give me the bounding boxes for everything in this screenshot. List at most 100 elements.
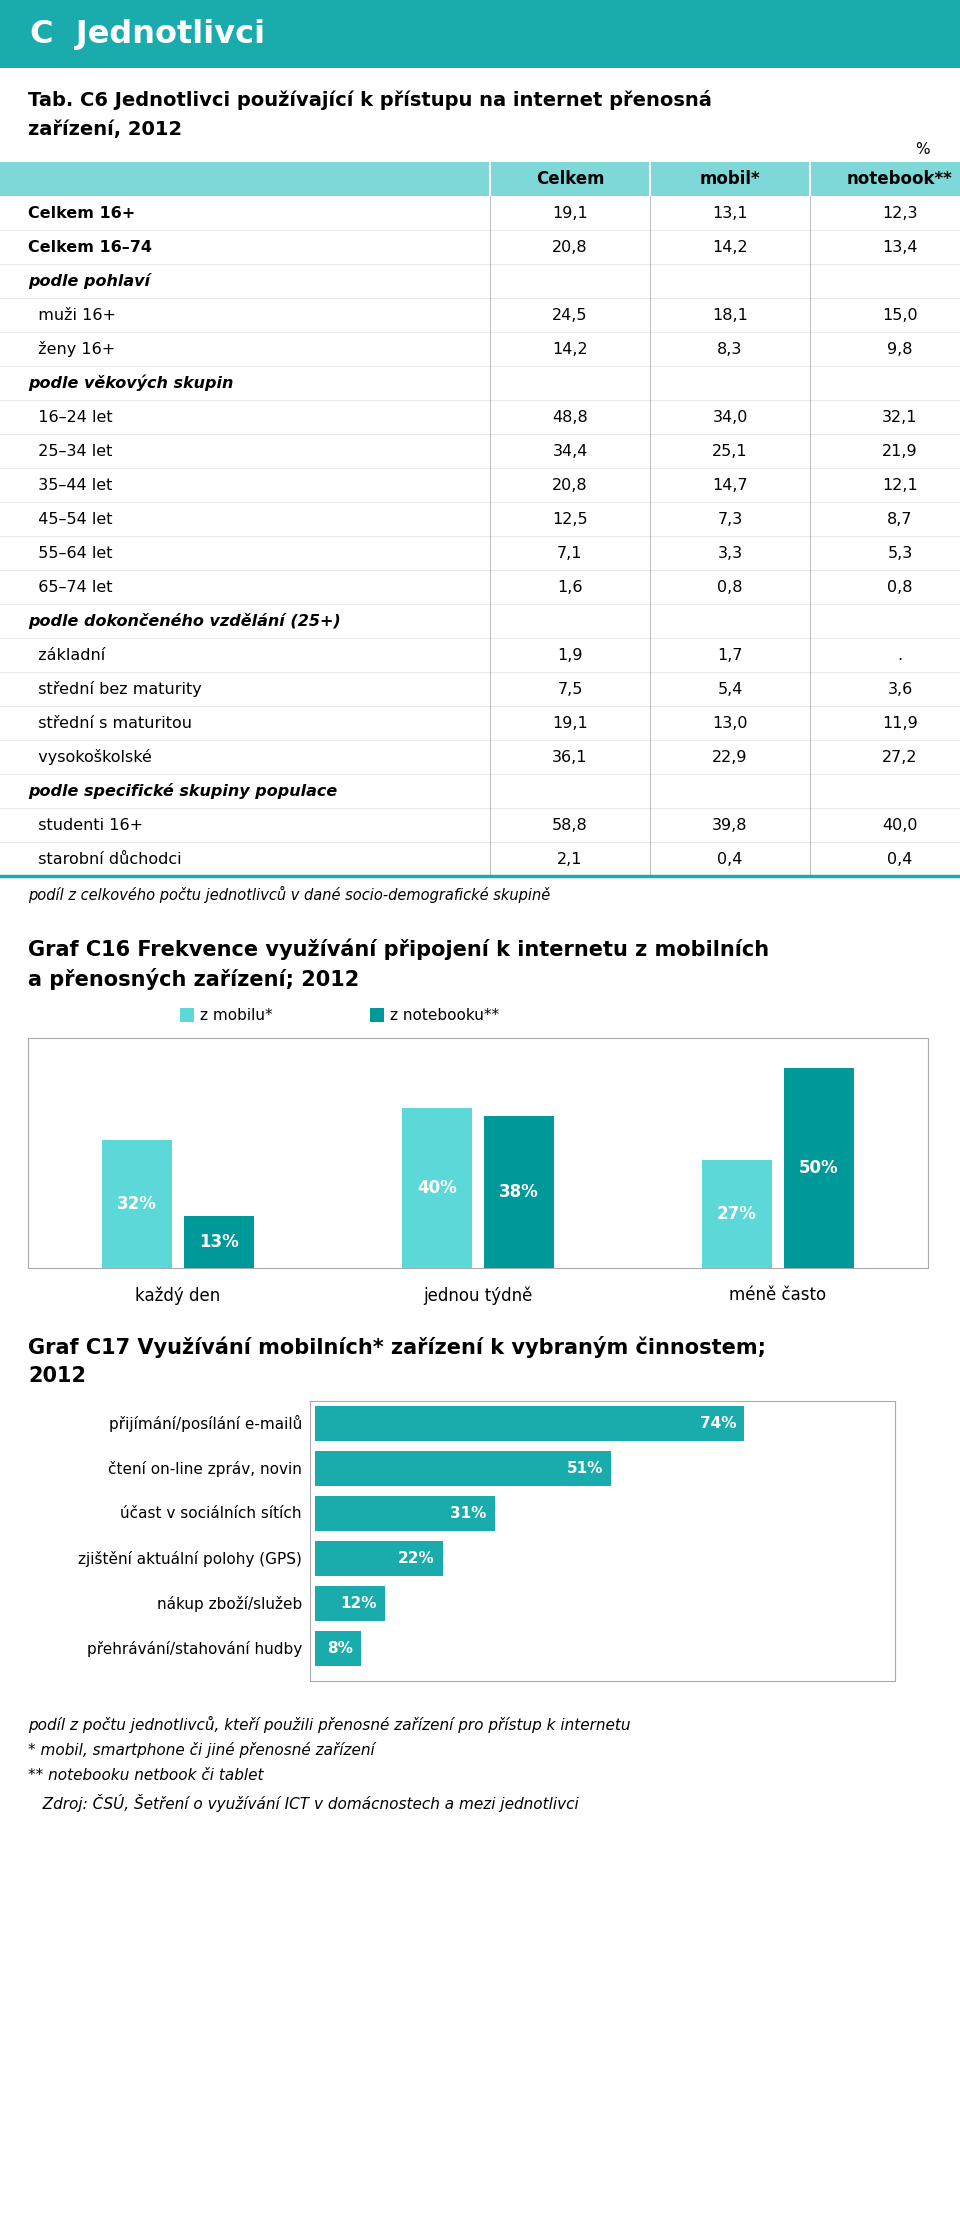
Bar [0,808,960,842]
Text: 5,4: 5,4 [717,682,743,696]
Bar [315,1586,385,1621]
Text: 34,0: 34,0 [712,410,748,425]
Text: starobní důchodci: starobní důchodci [28,851,181,866]
Text: 40%: 40% [418,1178,457,1196]
Text: 48,8: 48,8 [552,410,588,425]
Bar [402,1108,472,1267]
Text: a přenosných zařízení; 2012: a přenosných zařízení; 2012 [28,968,359,990]
Text: 32%: 32% [117,1196,156,1214]
Text: 0,8: 0,8 [887,580,913,594]
Bar [0,569,960,605]
Bar [310,1402,895,1681]
Bar [0,605,960,638]
Text: 40,0: 40,0 [882,817,918,833]
Bar [0,707,960,740]
Bar [102,1141,172,1267]
Bar [0,264,960,299]
Text: 12,5: 12,5 [552,512,588,527]
Bar [0,332,960,365]
Text: 11,9: 11,9 [882,715,918,731]
Bar [0,162,960,195]
Text: méně často: méně často [730,1287,827,1305]
Text: 13,0: 13,0 [712,715,748,731]
Text: 45–54 let: 45–54 let [28,512,112,527]
Bar [0,638,960,671]
Text: 27%: 27% [717,1205,756,1223]
Text: každý den: každý den [135,1287,221,1305]
Text: C  Jednotlivci: C Jednotlivci [30,18,265,49]
Text: 50%: 50% [799,1158,839,1176]
Text: 12,1: 12,1 [882,478,918,492]
Text: 7,3: 7,3 [717,512,743,527]
Text: 38%: 38% [499,1183,539,1201]
Text: nákup zboží/služeb: nákup zboží/služeb [156,1595,302,1613]
Text: 14,2: 14,2 [712,239,748,255]
Text: účast v sociálních sítích: účast v sociálních sítích [121,1506,302,1522]
Text: mobil*: mobil* [700,171,760,188]
Text: 27,2: 27,2 [882,749,918,764]
Text: * mobil, smartphone či jiné přenosné zařízení: * mobil, smartphone či jiné přenosné zař… [28,1741,374,1759]
Text: 7,1: 7,1 [557,545,583,560]
Text: podle pohlaví: podle pohlaví [28,272,150,288]
Bar [184,1216,254,1267]
Bar [28,1039,928,1267]
Text: 31%: 31% [450,1506,487,1522]
Text: podle specifické skupiny populace: podle specifické skupiny populace [28,782,337,800]
Text: zjištění aktuální polohy (GPS): zjištění aktuální polohy (GPS) [78,1550,302,1566]
Text: 2012: 2012 [28,1367,86,1387]
Text: podle věkových skupin: podle věkových skupin [28,374,233,392]
Text: Graf C17 Využívání mobilních* zařízení k vybraným činnostem;: Graf C17 Využívání mobilních* zařízení k… [28,1336,766,1358]
Bar [315,1630,361,1666]
Bar [784,1068,854,1267]
Bar [0,299,960,332]
Text: 8%: 8% [327,1641,353,1657]
Text: podle dokončeného vzdělání (25+): podle dokončeného vzdělání (25+) [28,614,341,629]
Text: 9,8: 9,8 [887,341,913,357]
Text: Celkem 16+: Celkem 16+ [28,206,135,222]
Text: z mobilu*: z mobilu* [200,1008,273,1023]
Bar [0,773,960,808]
Text: 13,4: 13,4 [882,239,918,255]
Text: 21,9: 21,9 [882,443,918,459]
Bar [0,671,960,707]
Text: z notebooku**: z notebooku** [390,1008,499,1023]
Text: 19,1: 19,1 [552,206,588,222]
Text: 19,1: 19,1 [552,715,588,731]
Text: podíl z celkového počtu jednotlivců v dané socio-demografické skupině: podíl z celkového počtu jednotlivců v da… [28,886,550,904]
Text: ženy 16+: ženy 16+ [28,341,115,357]
Text: 39,8: 39,8 [712,817,748,833]
Text: 55–64 let: 55–64 let [28,545,112,560]
Text: 25,1: 25,1 [712,443,748,459]
Text: vysokoškolské: vysokoškolské [28,749,152,764]
Bar [0,503,960,536]
Text: střední bez maturity: střední bez maturity [28,680,202,698]
Text: 18,1: 18,1 [712,308,748,323]
Bar [315,1495,494,1531]
Bar [370,1008,384,1021]
Text: 8,3: 8,3 [717,341,743,357]
Text: 1,7: 1,7 [717,647,743,662]
Text: 14,7: 14,7 [712,478,748,492]
Bar [0,401,960,434]
Bar [0,0,960,69]
Text: 24,5: 24,5 [552,308,588,323]
Text: základní: základní [28,647,106,662]
Text: 13%: 13% [199,1234,239,1251]
Text: 20,8: 20,8 [552,239,588,255]
Bar [484,1116,554,1267]
Text: 1,6: 1,6 [557,580,583,594]
Text: 0,4: 0,4 [717,851,743,866]
Text: notebook**: notebook** [847,171,953,188]
Text: 58,8: 58,8 [552,817,588,833]
Bar [315,1542,443,1577]
Bar [0,365,960,401]
Bar [315,1451,611,1486]
Text: %: % [916,142,930,157]
Text: podíl z počtu jednotlivců, kteří použili přenosné zařízení pro přístup k interne: podíl z počtu jednotlivců, kteří použili… [28,1717,631,1732]
Bar [0,740,960,773]
Text: 3,3: 3,3 [717,545,743,560]
Text: studenti 16+: studenti 16+ [28,817,143,833]
Text: 0,8: 0,8 [717,580,743,594]
Text: 7,5: 7,5 [558,682,583,696]
Text: přehrávání/stahování hudby: přehrávání/stahování hudby [86,1641,302,1657]
